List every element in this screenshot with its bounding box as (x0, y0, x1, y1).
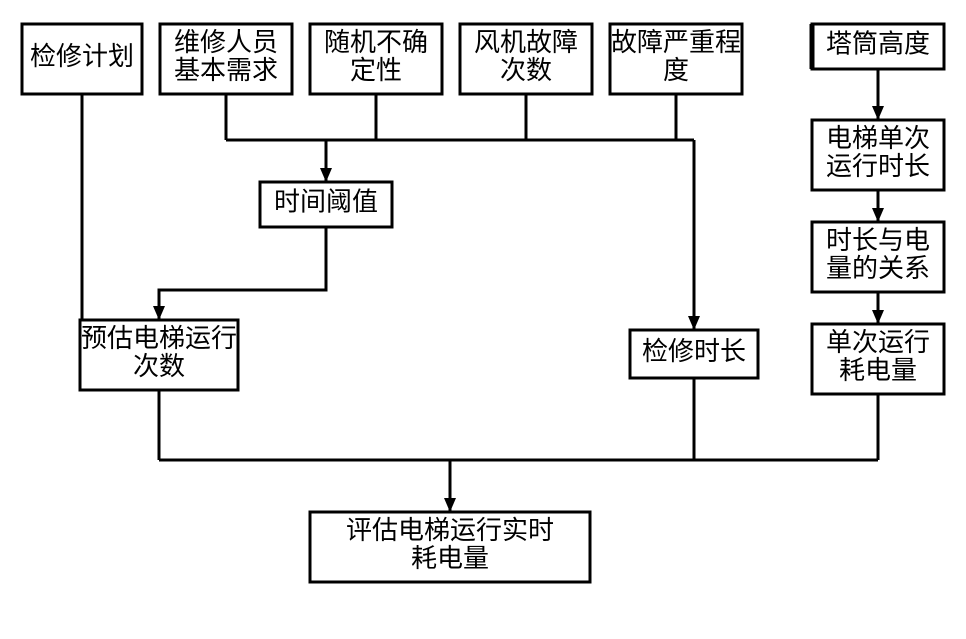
node-label: 单次运行 (826, 328, 930, 357)
flow-node: 时间阈值 (260, 182, 392, 227)
node-label: 风机故障 (474, 28, 578, 57)
flow-node: 电梯单次运行时长 (812, 120, 944, 190)
flow-node: 单次运行耗电量 (812, 324, 944, 394)
arrowhead (688, 316, 700, 330)
node-label: 运行时长 (826, 152, 930, 181)
node-label: 电梯单次 (826, 124, 930, 153)
node-label: 时间阈值 (274, 187, 378, 216)
flow-node: 预估电梯运行次数 (80, 320, 238, 390)
node-label: 定性 (350, 56, 402, 85)
node-label: 预估电梯运行 (81, 324, 237, 353)
flow-node: 检修计划 (22, 24, 142, 94)
edge (159, 227, 326, 320)
node-label: 检修计划 (30, 42, 134, 71)
arrowhead (444, 498, 456, 512)
arrowhead (153, 306, 165, 320)
node-label: 故障严重程 (611, 28, 741, 57)
flow-node: 风机故障次数 (460, 24, 592, 94)
node-label: 时长与电 (826, 226, 930, 255)
node-label: 评估电梯运行实时 (346, 516, 554, 545)
node-label: 度 (663, 56, 689, 85)
node-label: 基本需求 (174, 56, 278, 85)
node-label: 随机不确 (324, 28, 428, 57)
node-label: 次数 (133, 352, 185, 381)
node-label: 耗电量 (411, 544, 489, 573)
node-label: 塔筒高度 (826, 29, 930, 58)
flow-node: 塔筒高度 (812, 24, 944, 69)
flow-node: 评估电梯运行实时耗电量 (310, 512, 590, 582)
flow-node: 随机不确定性 (310, 24, 442, 94)
flow-node: 检修时长 (630, 330, 758, 378)
flow-node: 时长与电量的关系 (812, 222, 944, 292)
arrowhead (872, 310, 884, 324)
flow-node: 维修人员基本需求 (160, 24, 292, 94)
arrowhead (320, 168, 332, 182)
node-label: 耗电量 (839, 356, 917, 385)
node-label: 维修人员 (174, 28, 278, 57)
node-label: 量的关系 (826, 254, 930, 283)
arrowhead (872, 208, 884, 222)
arrowhead (872, 106, 884, 120)
flow-node: 故障严重程度 (610, 24, 742, 94)
node-label: 次数 (500, 56, 552, 85)
node-label: 检修时长 (642, 337, 746, 366)
